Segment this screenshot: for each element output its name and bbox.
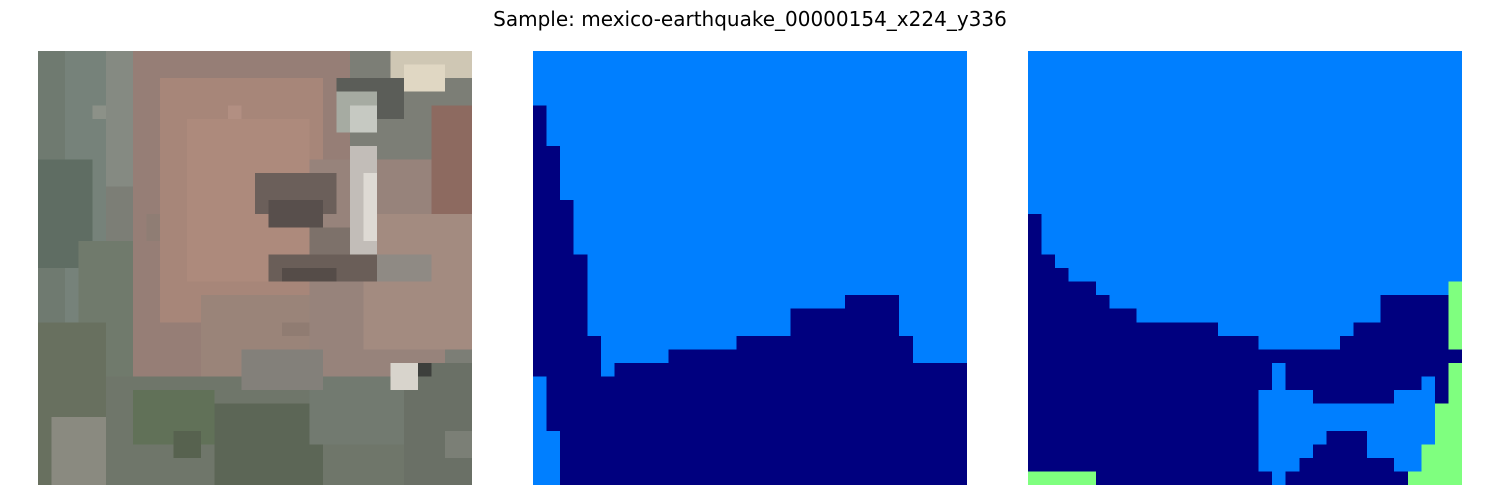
satellite-image <box>38 51 472 485</box>
mask-damage-region <box>1407 362 1462 485</box>
mask-building-region <box>533 105 967 485</box>
mask-background-region <box>1258 362 1435 485</box>
segmentation-mask-panel-1 <box>533 51 967 485</box>
figure-title: Sample: mexico-earthquake_00000154_x224_… <box>493 7 1007 31</box>
mask-damage-region <box>1028 471 1096 485</box>
mask-damage-region <box>1448 281 1462 350</box>
segmentation-mask-1 <box>533 51 967 485</box>
satellite-image-panel <box>38 51 472 485</box>
segmentation-mask-panel-2 <box>1028 51 1462 485</box>
segmentation-mask-2 <box>1028 51 1462 485</box>
